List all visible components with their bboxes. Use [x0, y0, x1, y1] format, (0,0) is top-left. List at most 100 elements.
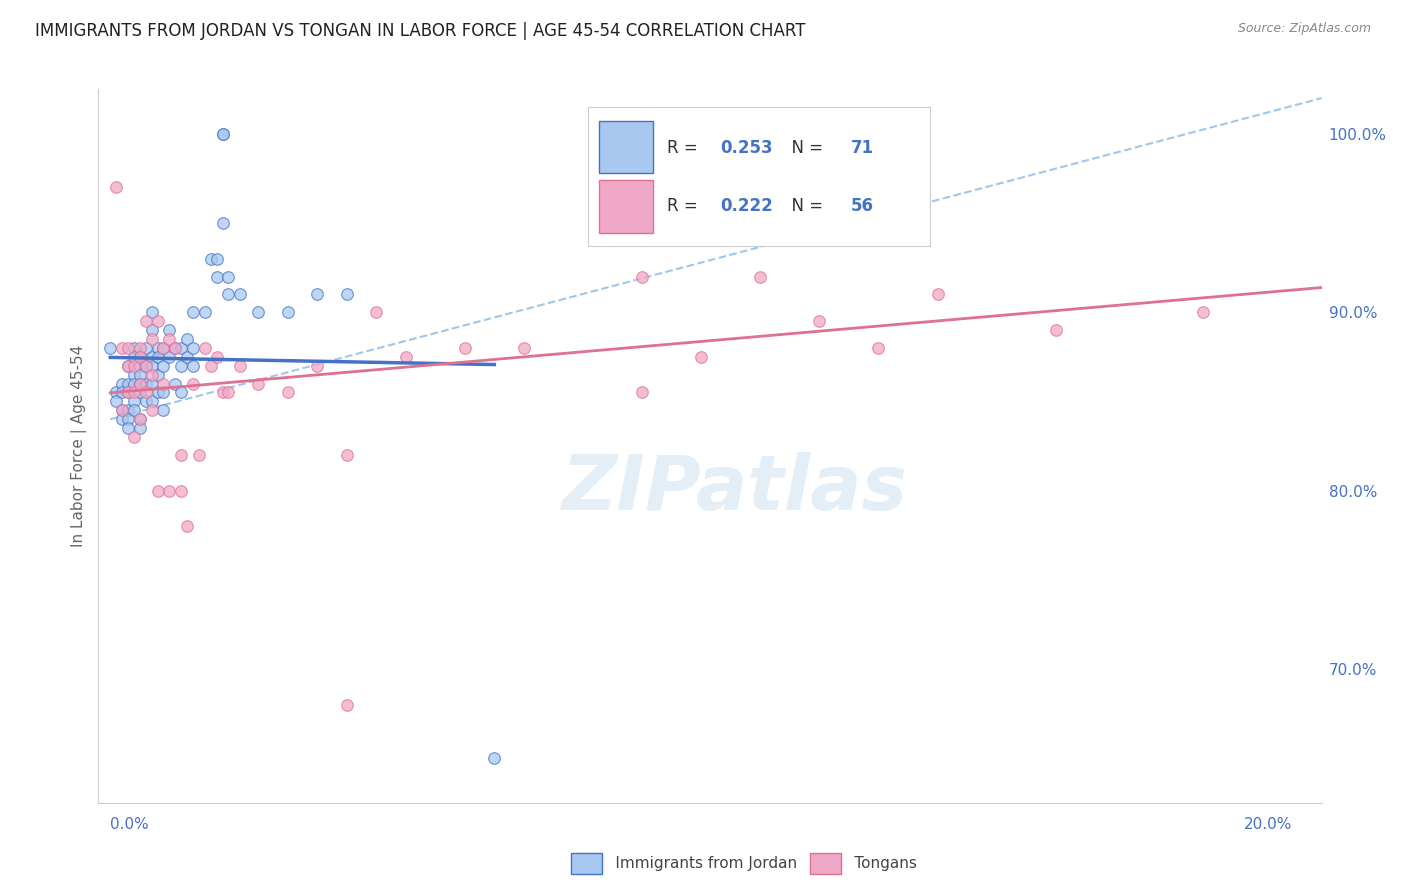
Point	[122, 368, 145, 382]
Point	[205, 350, 228, 364]
Point	[105, 394, 128, 409]
Point	[117, 385, 139, 400]
Point	[157, 332, 180, 346]
Point	[111, 385, 134, 400]
Point	[157, 323, 180, 337]
Point	[152, 385, 174, 400]
Point	[111, 412, 134, 426]
Point	[146, 314, 169, 328]
Point	[276, 385, 298, 400]
Point	[217, 385, 239, 400]
FancyBboxPatch shape	[571, 853, 602, 874]
Point	[170, 385, 193, 400]
Point	[117, 412, 139, 426]
Text: IMMIGRANTS FROM JORDAN VS TONGAN IN LABOR FORCE | AGE 45-54 CORRELATION CHART: IMMIGRANTS FROM JORDAN VS TONGAN IN LABO…	[35, 22, 806, 40]
Point	[117, 376, 139, 391]
Point	[631, 269, 654, 284]
Point	[128, 412, 150, 426]
Point	[602, 216, 624, 230]
Point	[117, 359, 139, 373]
Point	[141, 394, 163, 409]
Point	[135, 314, 157, 328]
Point	[181, 341, 204, 355]
Point	[135, 359, 157, 373]
Point	[217, 287, 239, 301]
Point	[336, 698, 359, 712]
Point	[128, 350, 150, 364]
Point	[276, 305, 298, 319]
FancyBboxPatch shape	[810, 853, 841, 874]
Point	[307, 359, 329, 373]
Point	[135, 385, 157, 400]
Point	[395, 350, 418, 364]
Point	[111, 376, 134, 391]
Point	[128, 359, 150, 373]
FancyBboxPatch shape	[599, 120, 652, 173]
Point	[170, 483, 193, 498]
Point	[105, 385, 128, 400]
Point	[165, 341, 187, 355]
Text: N =: N =	[780, 139, 828, 157]
Point	[181, 305, 204, 319]
Point	[176, 519, 198, 533]
Point	[141, 368, 163, 382]
Point	[117, 421, 139, 435]
Point	[141, 323, 163, 337]
Text: N =: N =	[780, 196, 828, 214]
Text: R =: R =	[668, 196, 703, 214]
Point	[157, 350, 180, 364]
Point	[307, 287, 329, 301]
Point	[205, 269, 228, 284]
Point	[513, 341, 536, 355]
Point	[749, 269, 772, 284]
Point	[176, 350, 198, 364]
Point	[117, 359, 139, 373]
Point	[200, 359, 222, 373]
Point	[128, 368, 150, 382]
Point	[211, 127, 233, 141]
Text: 56: 56	[851, 196, 873, 214]
Point	[927, 287, 949, 301]
Point	[141, 359, 163, 373]
Point	[117, 385, 139, 400]
Point	[141, 376, 163, 391]
Text: 71: 71	[851, 139, 873, 157]
Point	[165, 376, 187, 391]
Point	[211, 385, 233, 400]
Point	[808, 314, 831, 328]
Point	[111, 341, 134, 355]
Point	[141, 350, 163, 364]
Point	[205, 252, 228, 266]
Point	[122, 430, 145, 444]
Point	[366, 305, 388, 319]
Point	[117, 341, 139, 355]
Point	[454, 341, 477, 355]
Point	[141, 403, 163, 417]
Point	[146, 341, 169, 355]
Point	[165, 341, 187, 355]
FancyBboxPatch shape	[599, 180, 652, 233]
Text: 0.0%: 0.0%	[110, 817, 149, 832]
Point	[141, 305, 163, 319]
Point	[122, 385, 145, 400]
Point	[117, 403, 139, 417]
Point	[146, 350, 169, 364]
Point	[1192, 305, 1215, 319]
Point	[128, 376, 150, 391]
Point	[631, 385, 654, 400]
Point	[135, 359, 157, 373]
Point	[194, 341, 217, 355]
Point	[484, 751, 506, 765]
Point	[868, 341, 890, 355]
Text: Immigrants from Jordan: Immigrants from Jordan	[591, 856, 797, 871]
Point	[157, 483, 180, 498]
Point	[152, 403, 174, 417]
Point	[122, 350, 145, 364]
Text: 20.0%: 20.0%	[1244, 817, 1292, 832]
Point	[141, 332, 163, 346]
Point	[135, 376, 157, 391]
Point	[181, 359, 204, 373]
Text: 0.253: 0.253	[720, 139, 772, 157]
Point	[336, 287, 359, 301]
Point	[146, 368, 169, 382]
